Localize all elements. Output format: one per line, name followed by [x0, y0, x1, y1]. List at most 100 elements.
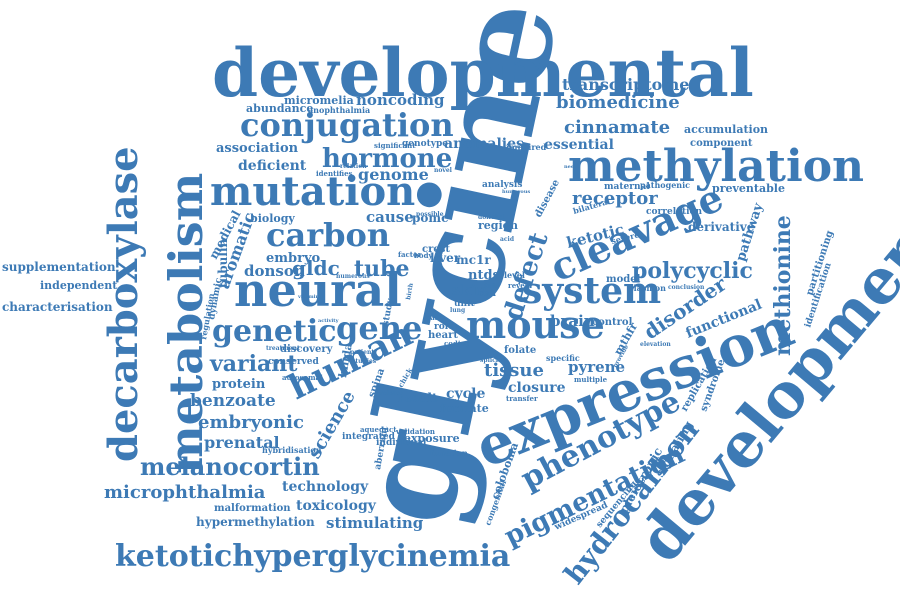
word-cinnamate: cinnamate: [564, 117, 670, 138]
word-autosomal: autosomal: [282, 373, 323, 382]
word-pomc: pomc: [412, 211, 448, 225]
word-validation: validation: [395, 427, 435, 436]
word-tube: tube: [354, 256, 410, 282]
word-anophthalmia: anophthalmia: [308, 105, 370, 115]
word-embryo: embryo: [266, 251, 321, 266]
word-gene: gene: [336, 309, 422, 347]
word-benzoate: benzoate: [190, 391, 276, 411]
word-unit: unit: [454, 299, 476, 309]
word-neural: neural: [234, 263, 402, 317]
word-control: control: [592, 317, 633, 328]
word-related: related: [380, 390, 405, 397]
word-humerous: humerous: [502, 189, 530, 195]
word-identifies: identifies: [316, 169, 353, 178]
word-technology: technology: [282, 479, 369, 495]
word-dolichol: dolichol: [478, 214, 506, 221]
word-maternal: maternal: [604, 182, 650, 192]
word-genome: genome: [358, 165, 429, 184]
word-donson: donson: [244, 262, 305, 280]
word-individual: individual: [376, 438, 427, 448]
word-carbon: carbon: [266, 216, 390, 254]
word-case: case: [426, 313, 444, 322]
word-role: role: [434, 322, 454, 332]
word-ketotichyperglycinemia: ketotichyperglycinemia: [115, 539, 510, 574]
word-exposure: exposure: [404, 432, 460, 445]
word-significant: significant: [374, 141, 416, 150]
word-hypermethylation: hypermethylation: [196, 515, 315, 529]
word-reveal: reveal: [508, 281, 532, 290]
word-genotype: genotype: [402, 139, 448, 149]
word-independent: independent: [40, 279, 118, 292]
word-conclusion: conclusion: [668, 284, 705, 291]
word-association: association: [216, 141, 299, 156]
word-prenatal: prenatal: [204, 433, 280, 452]
word-deficient: deficient: [238, 158, 307, 174]
word-pathogenic: pathogenic: [640, 180, 690, 190]
word-crest: crest: [422, 244, 450, 255]
word-cycle: cycle: [446, 386, 486, 402]
word-heart: heart: [428, 330, 458, 341]
word-model: model: [606, 274, 641, 285]
word-conserved: conserved: [268, 357, 320, 367]
word-body: body: [414, 251, 433, 260]
word-anomalies: anomalies: [444, 136, 524, 152]
word-methylation: methylation: [568, 141, 864, 192]
word-variant: variant: [209, 351, 298, 377]
word-characterisation: characterisation: [2, 300, 113, 314]
word-noncoding: noncoding: [356, 91, 445, 109]
word-embryonic: embryonic: [198, 412, 304, 433]
word-aqueduct: aqueduct: [360, 425, 397, 434]
word-transfer: transfer: [506, 394, 538, 403]
word-folate: folate: [504, 345, 536, 356]
word-region: region: [478, 219, 518, 232]
word-methionine: methionine: [770, 215, 796, 356]
word-study: study: [381, 297, 396, 326]
word-plasmon: plasmon: [628, 283, 666, 293]
word-cell: cell: [478, 289, 497, 299]
word-hormone: hormone: [322, 144, 452, 174]
word-tissue: tissue: [484, 360, 544, 381]
word-acid: acid: [500, 236, 515, 243]
word-novel: novel: [434, 167, 453, 174]
word-malformation: malformation: [214, 503, 291, 514]
word-vitamin: vitamin: [297, 294, 320, 300]
word-stimulating: stimulating: [326, 514, 424, 532]
word-result: result: [398, 391, 438, 405]
word-integrated: integrated: [342, 432, 396, 442]
word-function: function: [430, 448, 468, 458]
word-micromelia: micromelia: [284, 94, 354, 107]
word-essential: essential: [544, 137, 614, 153]
word-preventable: preventable: [712, 182, 785, 195]
word-cause: cause: [366, 208, 414, 226]
word-genetic: genetic: [212, 314, 336, 349]
word-possible: possible: [416, 211, 444, 218]
word-mouse: mouse: [466, 302, 605, 347]
word-discovery: discovery: [280, 344, 334, 355]
word-melanocortin: melanocortin: [140, 452, 320, 481]
word-formate: formate: [440, 402, 489, 415]
word-liver: liver: [430, 251, 461, 265]
word-toxicology: toxicology: [296, 498, 377, 514]
word-impaired: impaired: [506, 142, 547, 152]
word-tubulin: tubulin: [216, 239, 230, 289]
word-splicing: splicing: [480, 357, 507, 364]
word-closure: closure: [508, 380, 566, 396]
word-biomedicine: biomedicine: [556, 92, 680, 113]
word-system: system: [522, 270, 661, 312]
word-correlation: correlation: [646, 207, 703, 217]
word-folic: folic: [484, 283, 499, 290]
word-biology: biology: [250, 212, 295, 225]
word-patient: patient: [350, 349, 374, 356]
word-treatment: treatment: [266, 345, 300, 352]
word-activity: activity: [318, 318, 340, 324]
word-polycyclic: polycyclic: [632, 258, 753, 284]
word-hybridisation: hybridisation: [262, 445, 322, 455]
word-receptor: receptor: [572, 188, 658, 209]
word-mc1r: mc1r: [456, 253, 491, 267]
word-brain: brain: [550, 312, 595, 330]
word-transcriptome: transcriptome: [562, 75, 689, 94]
word-numerous: numerous: [336, 273, 370, 280]
word-factor: factor: [398, 250, 422, 259]
